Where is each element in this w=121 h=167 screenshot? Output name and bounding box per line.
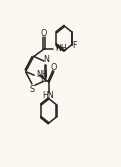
Text: O: O xyxy=(41,29,47,38)
Text: HN: HN xyxy=(43,91,54,100)
Text: N: N xyxy=(43,55,49,64)
Text: F: F xyxy=(72,41,77,50)
Text: N: N xyxy=(40,75,46,84)
Text: NH: NH xyxy=(36,70,48,79)
Text: O: O xyxy=(51,63,57,72)
Text: NH: NH xyxy=(55,44,67,53)
Text: S: S xyxy=(30,85,35,94)
